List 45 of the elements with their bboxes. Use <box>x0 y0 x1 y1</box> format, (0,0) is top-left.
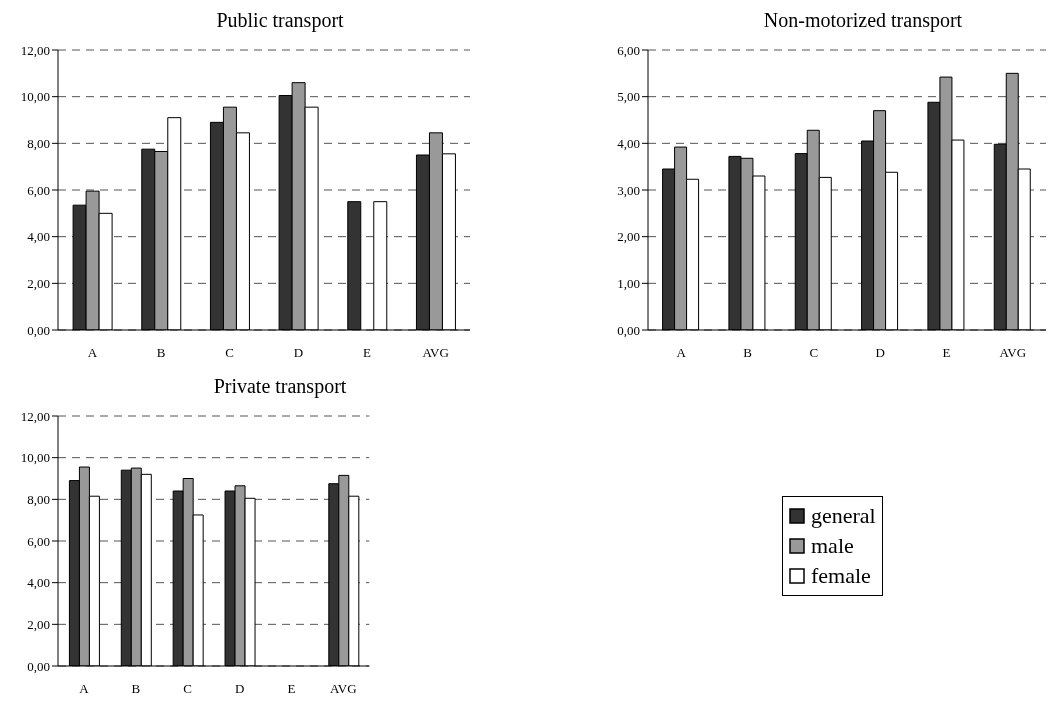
legend-label: female <box>811 562 871 590</box>
y-tick-label: 6,00 <box>617 42 640 58</box>
y-tick-label: 10,00 <box>20 89 50 105</box>
legend-label: male <box>811 532 854 560</box>
y-tick-label: 8,00 <box>27 491 50 507</box>
x-tick-label: D <box>875 345 885 361</box>
y-tick-label: 12,00 <box>20 42 50 58</box>
x-tick-label: AVG <box>330 681 357 697</box>
y-tick-label: 6,00 <box>27 182 50 198</box>
y-tick-label: 4,00 <box>27 229 50 245</box>
chart-title: Public transport <box>215 8 345 34</box>
x-tick-label: B <box>743 345 753 361</box>
x-tick-label: E <box>363 345 372 361</box>
x-tick-label: C <box>225 345 234 361</box>
x-tick-label: AVG <box>422 345 449 361</box>
y-tick-label: 3,00 <box>617 182 640 198</box>
x-tick-label: B <box>131 681 141 697</box>
y-tick-label: 10,00 <box>20 450 50 466</box>
x-tick-label: C <box>809 345 819 361</box>
y-tick-label: 4,00 <box>617 135 640 151</box>
x-tick-label: E <box>287 681 296 697</box>
y-tick-label: 8,00 <box>27 135 50 151</box>
x-tick-label: A <box>79 681 90 697</box>
x-tick-label: A <box>676 345 687 361</box>
x-tick-label: D <box>293 345 304 361</box>
x-tick-label: B <box>156 345 166 361</box>
y-tick-label: 0,00 <box>617 322 640 338</box>
legend-label: general <box>811 502 876 530</box>
y-tick-label: 12,00 <box>20 408 50 424</box>
y-tick-label: 1,00 <box>617 275 640 291</box>
chart-title: Private transport <box>212 374 348 400</box>
y-tick-label: 0,00 <box>27 322 50 338</box>
x-tick-label: A <box>87 345 98 361</box>
y-tick-label: 2,00 <box>27 275 50 291</box>
y-tick-label: 5,00 <box>617 89 640 105</box>
y-tick-label: 6,00 <box>27 533 50 549</box>
y-tick-label: 2,00 <box>27 616 50 632</box>
chart-title: Non-motorized transport <box>762 8 964 34</box>
x-tick-label: E <box>942 345 951 361</box>
x-tick-label: AVG <box>999 345 1027 361</box>
x-tick-label: D <box>234 681 245 697</box>
y-tick-label: 0,00 <box>27 658 50 674</box>
y-tick-label: 2,00 <box>617 229 640 245</box>
y-tick-label: 4,00 <box>27 575 50 591</box>
x-tick-label: C <box>183 681 193 697</box>
